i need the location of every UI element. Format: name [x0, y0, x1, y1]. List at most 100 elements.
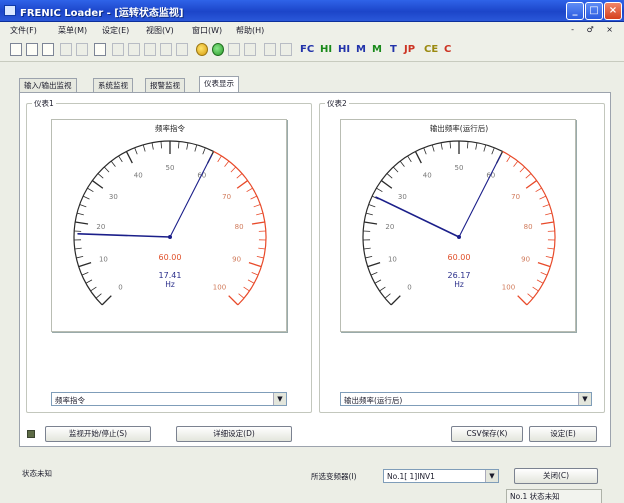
- tab-alarm-monitor[interactable]: 报警监视: [145, 78, 185, 93]
- gauge-tick-label: 0: [118, 283, 122, 291]
- gauge-tick: [177, 141, 180, 149]
- gauge-tick: [151, 142, 154, 150]
- copy-icon[interactable]: [128, 43, 140, 56]
- dropdown-arrow-icon[interactable]: ▼: [485, 470, 498, 482]
- gauge-tick: [243, 286, 250, 292]
- gauge-max-value: 60.00: [159, 253, 182, 262]
- gauge-tick: [363, 247, 371, 250]
- chart-icon[interactable]: [244, 43, 256, 56]
- mdi-controls[interactable]: - ♂ ×: [571, 25, 618, 34]
- tool-jp[interactable]: JP: [404, 44, 416, 55]
- menu-window[interactable]: 窗口(W): [192, 26, 223, 35]
- meter-1-selector[interactable]: 频率指令 ▼: [51, 392, 287, 406]
- gauge-tick: [78, 262, 92, 268]
- station-label: 所选变频器(I): [311, 472, 357, 481]
- tool-m-2[interactable]: M: [372, 44, 382, 55]
- trend-icon[interactable]: [228, 43, 240, 56]
- tool-m-1[interactable]: M: [356, 44, 366, 55]
- tool-fc[interactable]: FC: [300, 44, 315, 55]
- run-icon[interactable]: [212, 43, 224, 56]
- gauge-tick-label: 40: [134, 172, 143, 180]
- meter-group-2: 仪表2 0102030405060708090100输出频率(运行后)60.00…: [319, 98, 605, 413]
- tool-hi-2[interactable]: HI: [338, 44, 351, 55]
- tab-io-monitor[interactable]: 输入/输出监视: [19, 78, 77, 93]
- menu-file[interactable]: 文件(F): [10, 26, 37, 35]
- gauge-tick-label: 100: [502, 283, 515, 291]
- meter-2-selector[interactable]: 输出频率(运行后) ▼: [340, 392, 592, 406]
- menu-help[interactable]: 帮助(H): [236, 26, 265, 35]
- dropdown-arrow-icon[interactable]: ▼: [578, 393, 591, 405]
- toolbar: FC HI HI M M T JP CE C: [0, 39, 624, 62]
- tab-system-monitor[interactable]: 系统监视: [93, 78, 133, 93]
- gauge-needle: [375, 196, 460, 238]
- gauge-title: 输出频率(运行后): [430, 123, 488, 133]
- menu-settings[interactable]: 设定(E): [102, 26, 130, 35]
- gauge-tick: [367, 262, 381, 268]
- meter-group-2-label: 仪表2: [325, 98, 349, 109]
- paste-icon[interactable]: [144, 43, 156, 56]
- gauge-tick-label: 90: [521, 256, 530, 264]
- close-window-button[interactable]: ×: [604, 2, 622, 20]
- gauge-tick: [386, 173, 393, 179]
- gauge-tick: [392, 166, 399, 173]
- gauge-tick: [246, 187, 253, 193]
- gauge-tick-label: 20: [96, 223, 105, 231]
- inverter-status-cell: No.1 状态未知: [506, 489, 602, 503]
- gauge-tick: [539, 195, 547, 200]
- gauge-tick: [134, 147, 138, 155]
- inverter-icon[interactable]: [280, 43, 292, 56]
- monitor-status-led: [27, 430, 35, 438]
- gauge-tick: [368, 204, 376, 208]
- tab-meter-display[interactable]: 仪表显示: [199, 76, 239, 94]
- gauge-tick: [380, 180, 393, 189]
- monitor-icon[interactable]: [196, 43, 208, 56]
- gauge-unit: Hz: [454, 280, 464, 289]
- menu-view[interactable]: 视图(V): [146, 26, 174, 35]
- gauge-tick: [74, 247, 82, 250]
- gauge-tick: [365, 212, 373, 216]
- gauge-tick: [75, 221, 89, 225]
- detail-settings-button[interactable]: 详细设定(D): [176, 426, 292, 442]
- print-icon[interactable]: [60, 43, 72, 56]
- close-button[interactable]: 关闭(C): [514, 468, 598, 484]
- gauge-tick: [449, 141, 452, 149]
- gauge-tick: [399, 160, 405, 167]
- tool-c[interactable]: C: [444, 44, 452, 55]
- gauge-tick: [76, 256, 84, 259]
- menu-bar: 文件(F) 菜单(M) 设定(E) 视图(V) 窗口(W) 帮助(H) - ♂ …: [0, 22, 624, 39]
- csv-save-button[interactable]: CSV保存(K): [451, 426, 523, 442]
- clipboard-icon[interactable]: [94, 43, 106, 56]
- dropdown-arrow-icon[interactable]: ▼: [273, 393, 286, 405]
- gauge-tick: [110, 160, 116, 167]
- save-file-icon[interactable]: [42, 43, 54, 56]
- gauge-tick: [258, 247, 266, 250]
- tool-ce[interactable]: CE: [424, 44, 439, 55]
- open-file-icon[interactable]: [26, 43, 38, 56]
- preview-icon[interactable]: [76, 43, 88, 56]
- status-bar: 状态未知 所选变频器(I) No.1[ 1]INV1 ▼ 关闭(C) No.1 …: [0, 461, 624, 503]
- redo-icon[interactable]: [176, 43, 188, 56]
- settings-button[interactable]: 设定(E): [529, 426, 597, 442]
- station-selector[interactable]: No.1[ 1]INV1 ▼: [383, 469, 499, 483]
- undo-icon[interactable]: [160, 43, 172, 56]
- gauge-tick-label: 100: [213, 283, 226, 291]
- gauge-tick: [525, 173, 532, 179]
- minimize-button[interactable]: _: [566, 2, 584, 20]
- maximize-button[interactable]: □: [585, 2, 603, 20]
- cut-icon[interactable]: [112, 43, 124, 56]
- gauge-tick: [370, 271, 378, 276]
- gauge-tick: [256, 256, 264, 259]
- tool-hi-1[interactable]: HI: [320, 44, 333, 55]
- gauge-tick: [224, 160, 230, 167]
- new-file-icon[interactable]: [10, 43, 22, 56]
- menu-menu[interactable]: 菜单(M): [58, 26, 88, 35]
- gauge-tick: [374, 279, 382, 284]
- title-bar: FRENIC Loader - [运转状态监视] _ □ ×: [0, 0, 624, 22]
- help-icon[interactable]: [264, 43, 276, 56]
- gauge-max-needle: [169, 154, 213, 238]
- tool-t[interactable]: T: [390, 44, 397, 55]
- monitor-toggle-button[interactable]: 监视开始/停止(S): [45, 426, 151, 442]
- gauge-tick-label: 50: [455, 164, 464, 172]
- gauge-right: 0102030405060708090100输出频率(运行后)60.0026.1…: [340, 119, 576, 332]
